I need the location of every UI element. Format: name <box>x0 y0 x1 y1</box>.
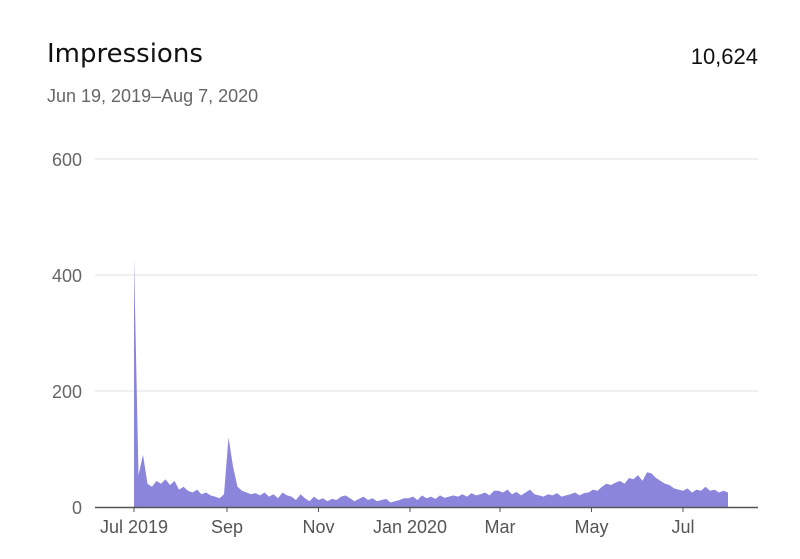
x-tick-label: Jul <box>671 517 694 537</box>
y-tick-label: 600 <box>52 150 82 170</box>
impressions-area <box>134 257 728 507</box>
x-tick-label: May <box>574 517 608 537</box>
y-tick-label: 400 <box>52 266 82 286</box>
x-tick-label: Jul 2019 <box>100 517 168 537</box>
date-range: Jun 19, 2019–Aug 7, 2020 <box>47 86 258 106</box>
x-tick-label: Mar <box>485 517 516 537</box>
total-impressions: 10,624 <box>691 44 758 69</box>
chart-title: Impressions <box>47 39 203 69</box>
x-tick-label: Jan 2020 <box>373 517 447 537</box>
x-tick-label: Nov <box>302 517 334 537</box>
y-tick-label: 200 <box>52 382 82 402</box>
x-tick-label: Sep <box>211 517 243 537</box>
y-tick-label: 0 <box>72 498 82 518</box>
